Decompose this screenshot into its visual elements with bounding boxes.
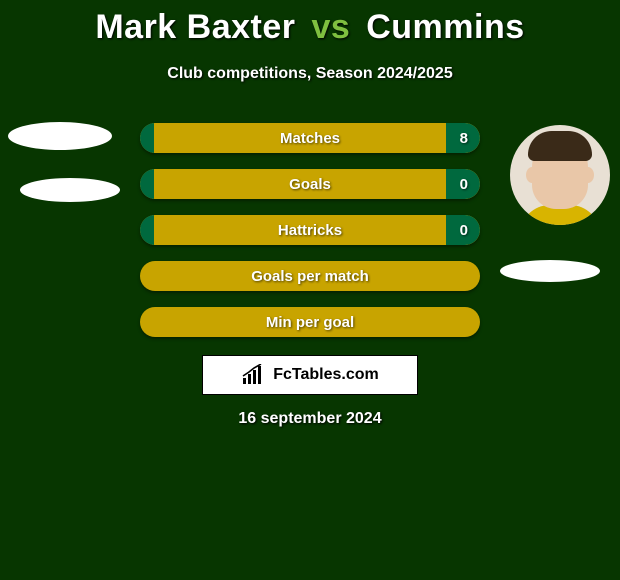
bar-matches: Matches 8 [140,123,480,153]
avatar-player1 [10,115,110,215]
title-vs: vs [305,8,356,46]
title-player2: Cummins [366,8,524,46]
avatar-hair [528,131,592,161]
avatar-shadow-right [500,260,600,282]
page-title: Mark Baxter vs Cummins [0,0,620,47]
bar-label: Min per goal [140,307,480,337]
bar-label: Goals [140,169,480,199]
chart-icon [241,364,267,386]
bar-value-right: 0 [460,169,468,199]
brand-box[interactable]: FcTables.com [202,355,418,395]
title-player1: Mark Baxter [95,8,295,46]
date-label: 16 september 2024 [0,410,620,428]
stat-bars: Matches 8 Goals 0 Hattricks 0 Goals per … [140,123,480,353]
bar-label: Matches [140,123,480,153]
bar-hattricks: Hattricks 0 [140,215,480,245]
brand-text: FcTables.com [273,366,379,384]
bar-value-right: 8 [460,123,468,153]
avatar-player2 [510,125,610,225]
bar-goals: Goals 0 [140,169,480,199]
bar-goals-per-match: Goals per match [140,261,480,291]
bar-label: Goals per match [140,261,480,291]
subtitle: Club competitions, Season 2024/2025 [0,65,620,83]
bar-min-per-goal: Min per goal [140,307,480,337]
bar-label: Hattricks [140,215,480,245]
bar-value-right: 0 [460,215,468,245]
